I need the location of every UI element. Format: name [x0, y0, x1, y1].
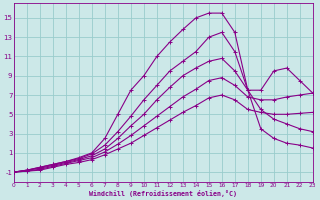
X-axis label: Windchill (Refroidissement éolien,°C): Windchill (Refroidissement éolien,°C) [89, 190, 237, 197]
